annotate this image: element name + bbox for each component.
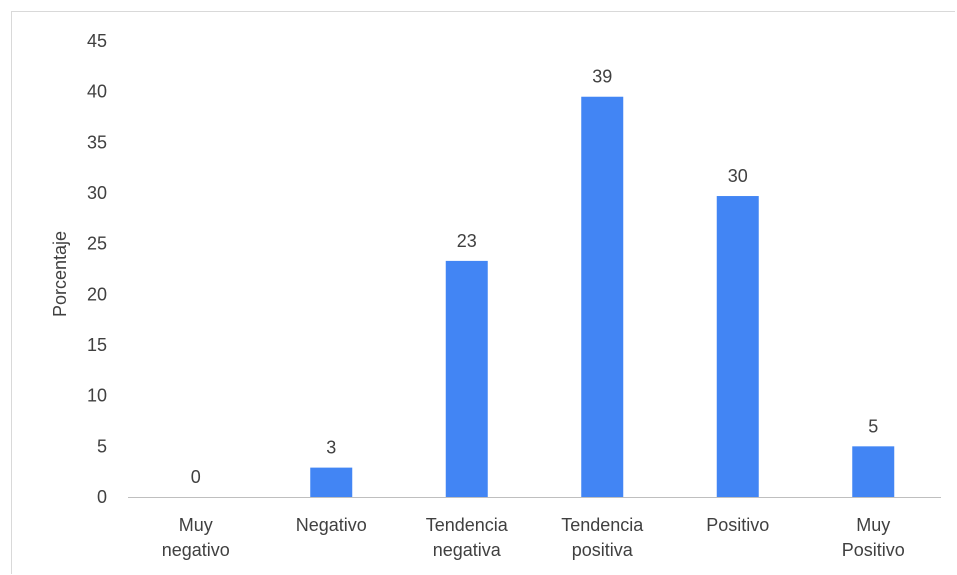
category-label: Muy [179, 515, 213, 535]
y-tick-label: 20 [87, 284, 107, 304]
y-tick-label: 0 [97, 487, 107, 507]
category-label: Positivo [842, 540, 905, 560]
y-tick-label: 5 [97, 436, 107, 456]
data-label: 23 [457, 231, 477, 251]
y-tick-label: 35 [87, 132, 107, 152]
category-label: positiva [572, 540, 634, 560]
bar [445, 260, 488, 497]
data-label: 0 [191, 467, 201, 487]
data-labels: 0 3 23 39 30 5 [191, 67, 879, 487]
data-label: 3 [326, 438, 336, 458]
bar [310, 467, 353, 497]
data-label: 39 [592, 67, 612, 87]
bar [852, 446, 895, 497]
bar [581, 96, 624, 497]
y-axis-ticks: 0 5 10 15 20 25 30 35 40 45 [87, 31, 107, 507]
category-label: negativo [162, 540, 230, 560]
data-label: 30 [728, 166, 748, 186]
category-label: Negativo [296, 515, 367, 535]
category-label: Muy [856, 515, 890, 535]
y-tick-label: 40 [87, 82, 107, 102]
y-tick-label: 45 [87, 31, 107, 51]
bar [716, 196, 759, 498]
chart-frame [11, 11, 955, 574]
category-labels: Muy negativo Negativo Tendencia negativa Tend… [162, 515, 905, 560]
category-label: Positivo [706, 515, 769, 535]
y-tick-label: 25 [87, 234, 107, 254]
category-label: Tendencia [426, 515, 509, 535]
y-tick-label: 10 [87, 386, 107, 406]
y-tick-label: 30 [87, 183, 107, 203]
category-label: negativa [433, 540, 502, 560]
data-label: 5 [868, 416, 878, 436]
bars [310, 96, 895, 498]
category-label: Tendencia [561, 515, 644, 535]
y-tick-label: 15 [87, 335, 107, 355]
y-axis-title: Porcentaje [50, 231, 70, 317]
